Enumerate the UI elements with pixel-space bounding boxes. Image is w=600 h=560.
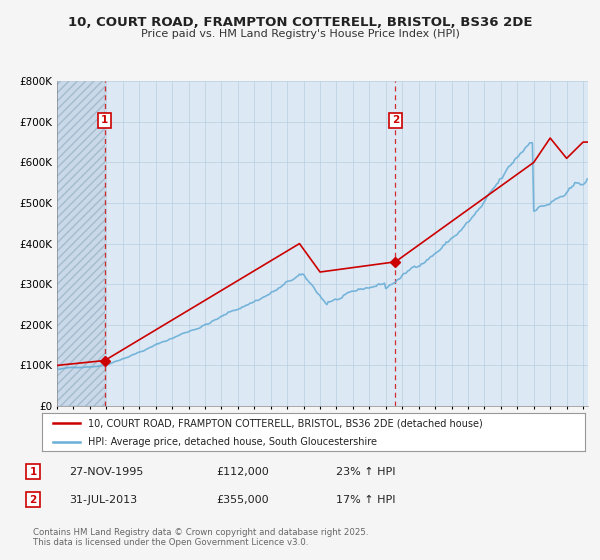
Text: 23% ↑ HPI: 23% ↑ HPI xyxy=(336,466,395,477)
Text: 31-JUL-2013: 31-JUL-2013 xyxy=(69,494,137,505)
Text: £112,000: £112,000 xyxy=(216,466,269,477)
Text: 2: 2 xyxy=(392,115,399,125)
Text: £355,000: £355,000 xyxy=(216,494,269,505)
Bar xyxy=(57,81,104,406)
Text: 27-NOV-1995: 27-NOV-1995 xyxy=(69,466,143,477)
Text: 10, COURT ROAD, FRAMPTON COTTERELL, BRISTOL, BS36 2DE (detached house): 10, COURT ROAD, FRAMPTON COTTERELL, BRIS… xyxy=(88,418,483,428)
Text: 17% ↑ HPI: 17% ↑ HPI xyxy=(336,494,395,505)
Text: HPI: Average price, detached house, South Gloucestershire: HPI: Average price, detached house, Sout… xyxy=(88,437,377,447)
Text: Contains HM Land Registry data © Crown copyright and database right 2025.
This d: Contains HM Land Registry data © Crown c… xyxy=(33,528,368,548)
Text: 10, COURT ROAD, FRAMPTON COTTERELL, BRISTOL, BS36 2DE: 10, COURT ROAD, FRAMPTON COTTERELL, BRIS… xyxy=(68,16,532,29)
Text: 1: 1 xyxy=(101,115,108,125)
Text: 2: 2 xyxy=(29,494,37,505)
Text: Price paid vs. HM Land Registry's House Price Index (HPI): Price paid vs. HM Land Registry's House … xyxy=(140,29,460,39)
Text: 1: 1 xyxy=(29,466,37,477)
